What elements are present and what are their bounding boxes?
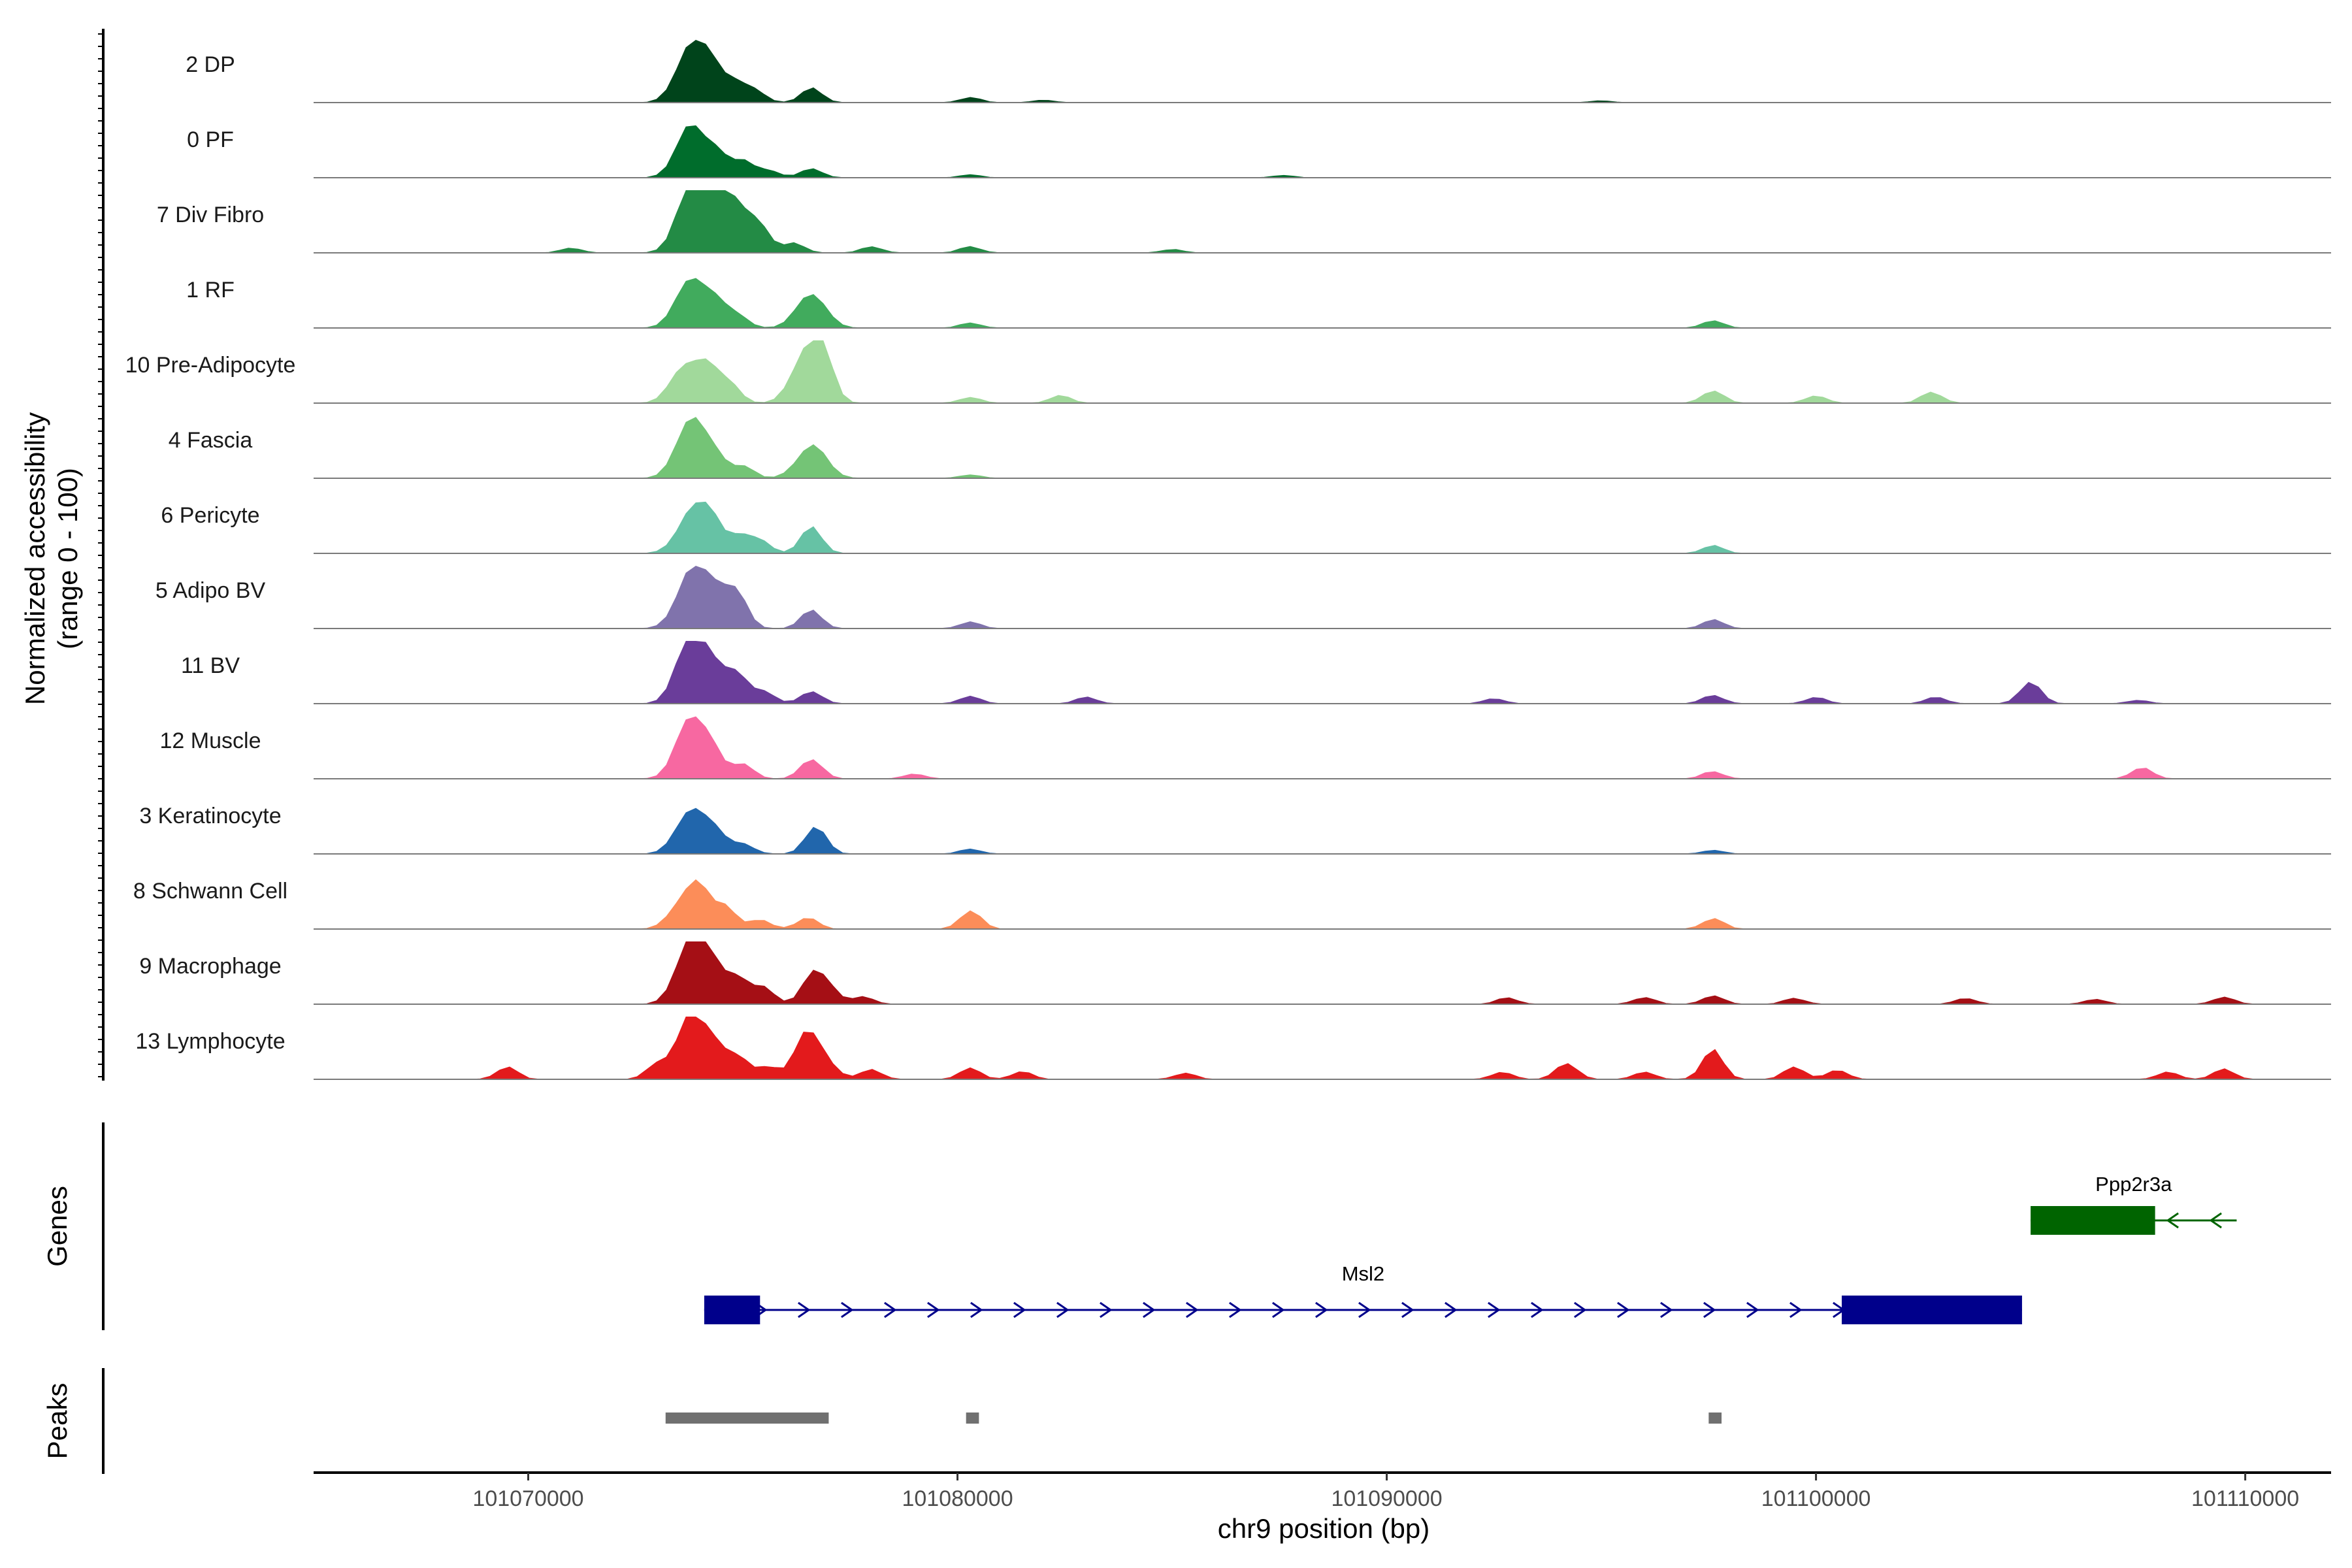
exon xyxy=(1841,1296,2022,1324)
strand-arrow xyxy=(2166,1212,2179,1229)
track-label: 11 BV xyxy=(181,653,240,678)
gene-ppp2r3a: Ppp2r3a xyxy=(2031,1173,2237,1235)
strand-arrow xyxy=(1445,1301,1458,1318)
exon xyxy=(704,1296,760,1324)
track-7: 5 Adipo BV xyxy=(155,565,2331,629)
track-0: 2 DP xyxy=(186,40,2331,103)
strand-arrow xyxy=(1013,1301,1026,1318)
gene-msl2: Msl2 xyxy=(704,1262,2022,1324)
x-tick-label: 101090000 xyxy=(1331,1486,1442,1511)
strand-arrow xyxy=(1746,1301,1759,1318)
strand-arrow xyxy=(1186,1301,1199,1318)
strand-arrow xyxy=(1574,1301,1587,1318)
track-label: 9 Macrophage xyxy=(139,954,281,979)
strand-arrow xyxy=(1229,1301,1242,1318)
track-4: 10 Pre-Adipocyte xyxy=(125,340,2331,404)
strand-arrow xyxy=(1358,1301,1371,1318)
strand-arrow xyxy=(1703,1301,1716,1318)
peaks-panel-label: Peaks xyxy=(42,1383,73,1460)
track-label: 3 Keratinocyte xyxy=(139,804,281,828)
y-axis-title-line2: (range 0 - 100) xyxy=(52,468,83,649)
track-label: 6 Pericyte xyxy=(161,503,259,528)
track-1: 0 PF xyxy=(187,125,2331,178)
x-tick-label: 101110000 xyxy=(2191,1486,2299,1511)
track-label: 1 RF xyxy=(186,278,235,302)
peak-region xyxy=(966,1413,979,1424)
strand-arrow xyxy=(841,1301,854,1318)
strand-arrow xyxy=(1401,1301,1414,1318)
x-axis-ticks: 101070000 101080000 101090000 101100000 1011… xyxy=(472,1473,2299,1511)
gene-label: Ppp2r3a xyxy=(2095,1173,2172,1196)
strand-arrow xyxy=(884,1301,897,1318)
x-tick-label: 101100000 xyxy=(1761,1486,1871,1511)
track-label: 2 DP xyxy=(186,52,235,77)
strand-arrow xyxy=(1056,1301,1070,1318)
track-8: 11 BV xyxy=(181,641,2331,704)
track-label: 12 Muscle xyxy=(160,728,261,753)
track-label: 0 PF xyxy=(187,127,234,152)
strand-arrow xyxy=(1272,1301,1285,1318)
strand-arrow xyxy=(1531,1301,1544,1318)
strand-arrow xyxy=(1100,1301,1113,1318)
track-5: 4 Fascia xyxy=(169,417,2331,479)
track-6: 6 Pericyte xyxy=(161,501,2331,554)
strand-arrow xyxy=(1488,1301,1501,1318)
track-2: 7 Div Fibro xyxy=(157,190,2331,253)
strand-arrow xyxy=(970,1301,983,1318)
track-label: 10 Pre-Adipocyte xyxy=(125,353,296,378)
coverage-tracks: 2 DP 0 PF 7 Div Fibro 1 RF 10 Pre-Adipocyte 4… xyxy=(125,40,2331,1080)
strand-arrow xyxy=(927,1301,940,1318)
exon xyxy=(2031,1206,2155,1235)
track-13: 13 Lymphocyte xyxy=(135,1017,2331,1080)
peak-region xyxy=(1708,1413,1722,1424)
track-12: 9 Macrophage xyxy=(139,941,2331,1005)
gene-label: Msl2 xyxy=(1342,1262,1384,1285)
peaks-panel xyxy=(665,1413,1722,1424)
strand-arrow xyxy=(1660,1301,1673,1318)
track-3: 1 RF xyxy=(186,278,2331,329)
strand-arrow xyxy=(1315,1301,1328,1318)
y-axis-title-line1: Normalized accessibility xyxy=(20,412,50,705)
track-label: 4 Fascia xyxy=(169,428,253,453)
strand-arrow xyxy=(1789,1301,1803,1318)
track-label: 13 Lymphocyte xyxy=(135,1029,285,1054)
x-tick-label: 101080000 xyxy=(902,1486,1013,1511)
peak-region xyxy=(665,1413,829,1424)
x-axis-title: chr9 position (bp) xyxy=(1218,1513,1430,1544)
strand-arrow xyxy=(1617,1301,1630,1318)
strand-arrow xyxy=(1143,1301,1156,1318)
genes-panel-label: Genes xyxy=(42,1186,73,1267)
track-label: 8 Schwann Cell xyxy=(133,879,287,904)
track-11: 8 Schwann Cell xyxy=(133,879,2331,930)
track-10: 3 Keratinocyte xyxy=(139,804,2331,855)
x-tick-label: 101070000 xyxy=(472,1486,583,1511)
track-9: 12 Muscle xyxy=(160,716,2331,779)
coverage-y-ticks xyxy=(98,33,103,1077)
strand-arrow xyxy=(2209,1212,2222,1229)
strand-arrow xyxy=(798,1301,811,1318)
genes-panel: Msl2 Ppp2r3a xyxy=(704,1173,2237,1324)
y-axis-title: Normalized accessibility (range 0 - 100) xyxy=(20,412,83,705)
track-label: 7 Div Fibro xyxy=(157,203,264,227)
track-label: 5 Adipo BV xyxy=(155,578,266,603)
